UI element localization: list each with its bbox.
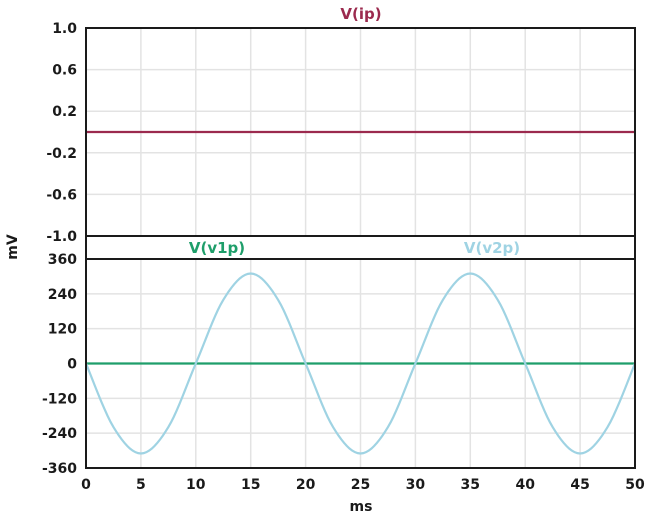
bottom-y-tick-label: -120: [42, 391, 77, 407]
x-tick-label: 20: [296, 477, 316, 493]
x-tick-label: 5: [136, 477, 146, 493]
legend-v-v2p: V(v2p): [464, 239, 520, 257]
x-tick-label: 35: [461, 477, 480, 493]
top-y-tick-label: -0.6: [46, 187, 77, 203]
top-y-tick-label: 0.6: [52, 63, 77, 79]
x-tick-label: 50: [625, 477, 645, 493]
bottom-y-tick-label: -360: [42, 461, 77, 477]
x-tick-label: 10: [186, 477, 206, 493]
bottom-panel-y-ticks: 360 240 120 0 -120 -240 -360: [42, 252, 77, 477]
legend-v-v1p: V(v1p): [189, 239, 245, 257]
x-tick-label: 25: [351, 477, 370, 493]
x-tick-label: 15: [241, 477, 260, 493]
bottom-panel-series: [84, 272, 637, 455]
top-panel-y-ticks: 1.0 0.6 0.2 -0.2 -0.6 -1.0: [46, 21, 77, 245]
legend-strip: [85, 235, 636, 260]
bottom-y-tick-label: -240: [42, 426, 77, 442]
x-tick-label: 45: [570, 477, 589, 493]
top-y-tick-label: 1.0: [52, 21, 77, 37]
bottom-series-line-v-v2p-: [84, 272, 637, 455]
x-tick-label: 30: [406, 477, 426, 493]
x-tick-label: 40: [515, 477, 535, 493]
y-axis-label: mV: [5, 234, 21, 260]
x-tick-label: 0: [81, 477, 91, 493]
bottom-y-tick-label: 0: [67, 357, 77, 373]
x-axis-label: ms: [350, 499, 373, 515]
bottom-panel-frame: [85, 258, 636, 469]
top-y-tick-label: 0.2: [52, 104, 77, 120]
top-y-tick-label: -0.2: [46, 146, 77, 162]
legend-v-ip: V(ip): [340, 5, 381, 23]
bottom-y-tick-label: 360: [48, 252, 77, 268]
x-ticks: 0 5 10 15 20 25 30 35 40 45 50: [81, 477, 645, 493]
top-y-tick-label: -1.0: [46, 229, 77, 245]
bottom-y-tick-label: 120: [48, 322, 77, 338]
bottom-y-tick-label: 240: [48, 287, 77, 303]
